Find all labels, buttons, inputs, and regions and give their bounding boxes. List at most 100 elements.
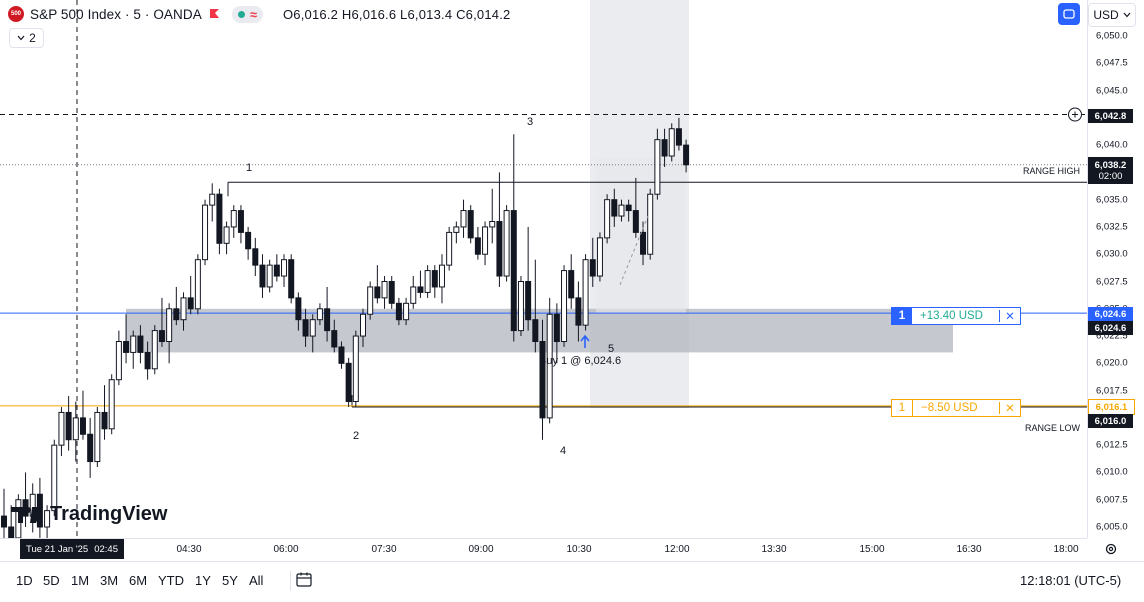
candle-body [309, 319, 316, 337]
candle-body [539, 341, 546, 419]
candle-body [194, 259, 201, 310]
candle-body [51, 444, 58, 512]
candle-body [683, 144, 690, 166]
candle-body [273, 264, 280, 277]
close-icon[interactable]: ✕ [1005, 403, 1015, 415]
candle-body [424, 270, 431, 293]
candle-body [187, 297, 194, 310]
candle-body [331, 330, 338, 348]
candle-body [115, 341, 122, 381]
candle-body [158, 330, 165, 343]
close-icon[interactable]: ✕ [1005, 311, 1015, 323]
candle-body [166, 308, 173, 343]
candlestick-chart[interactable] [0, 0, 1087, 538]
range-button-1d[interactable]: 1D [16, 573, 33, 588]
time-tick: 07:30 [371, 544, 397, 555]
candle-body [123, 341, 130, 353]
clock-timezone[interactable]: 12:18:01 (UTC-5) [1020, 573, 1122, 588]
time-axis[interactable]: Tue 21 Jan '25 02:45 04:30 06:00 07:30 0… [0, 538, 1087, 561]
indicators-count: 2 [29, 31, 36, 45]
price-tick: 6,045.0 [1096, 85, 1128, 97]
buy-execution-label: Buy 1 @ 6,024.6 [539, 355, 622, 367]
symbol-legend: 500 S&P 500 Index · 5 · OANDA ≈ O6,016.2… [8, 5, 510, 23]
candle-body [216, 193, 223, 244]
candle-body [561, 270, 568, 343]
candle-body [223, 226, 230, 244]
candle-body [374, 286, 381, 299]
candle-body [632, 210, 639, 233]
candle-body [417, 286, 424, 293]
candle-body [438, 264, 445, 288]
candle-body [525, 281, 532, 321]
time-tick: 12:00 [664, 544, 690, 555]
range-button-1y[interactable]: 1Y [195, 573, 211, 588]
range-button-all[interactable]: All [249, 573, 264, 588]
currency-select[interactable]: USD [1088, 3, 1136, 27]
candle-body [625, 204, 632, 212]
chart-settings-button[interactable] [1102, 540, 1120, 558]
pivot-label-4: 4 [560, 445, 567, 457]
pivot-label-3: 3 [527, 116, 534, 128]
candle-body [352, 335, 359, 403]
take-profit-order[interactable]: 1 +13.40 USD ✕ [891, 307, 1021, 325]
range-button-5y[interactable]: 5Y [222, 573, 238, 588]
symbol-title[interactable]: S&P 500 Index · 5 · OANDA [30, 6, 202, 22]
range-button-5d[interactable]: 5D [43, 573, 60, 588]
candle-body [381, 281, 388, 299]
time-tick: 15:00 [859, 544, 885, 555]
fullscreen-button[interactable] [1058, 3, 1080, 25]
stop-loss-order[interactable]: 1 −8.50 USD ✕ [891, 399, 1021, 417]
chevron-down-icon [1123, 12, 1131, 18]
tp-pnl: +13.40 USD [912, 310, 1000, 322]
candle-body [647, 193, 654, 255]
wave-icon: ≈ [249, 6, 257, 22]
candle-body [137, 335, 144, 353]
candle-body [575, 297, 582, 326]
sl-price-tag: 6,016.1 [1088, 399, 1135, 415]
pivot-label-5: 5 [608, 343, 615, 355]
pivot-label-2: 2 [353, 430, 360, 442]
candle-body [496, 220, 503, 277]
market-status-pill[interactable]: ≈ [231, 5, 263, 23]
chart-pane[interactable]: 500 S&P 500 Index · 5 · OANDA ≈ O6,016.2… [0, 0, 1087, 538]
symbol-logo[interactable]: 500 [8, 6, 24, 22]
candle-body [209, 193, 216, 206]
range-button-ytd[interactable]: YTD [158, 573, 184, 588]
range-button-3m[interactable]: 3M [100, 573, 119, 588]
date-range-button[interactable] [290, 571, 317, 591]
candle-body [388, 281, 395, 304]
cursor-time: 02:45 [94, 543, 118, 555]
price-tick: 6,035.0 [1096, 194, 1128, 206]
flag-icon[interactable] [208, 8, 220, 20]
range-button-1m[interactable]: 1M [71, 573, 90, 588]
indicators-collapse-toggle[interactable]: 2 [9, 28, 44, 48]
candle-body [510, 210, 517, 332]
candle-body [503, 210, 510, 277]
calendar-icon [296, 572, 312, 587]
time-tick: 13:30 [761, 544, 787, 555]
price-axis[interactable]: USD 6,050.06,047.56,045.06,042.56,040.06… [1087, 0, 1144, 538]
candle-body [640, 231, 647, 255]
price-tick: 6,030.0 [1096, 248, 1128, 260]
price-tick: 6,020.0 [1096, 357, 1128, 369]
price-tick: 6,012.5 [1096, 439, 1128, 451]
candle-body [367, 286, 374, 315]
candle-body [675, 128, 682, 146]
last-price-value: 6,038.2 [1094, 159, 1127, 171]
candle-body [668, 128, 675, 157]
candle-body [58, 411, 65, 446]
candle-body [410, 286, 417, 304]
price-tick: 6,005.0 [1096, 521, 1128, 533]
watermark-text: TradingView [50, 503, 168, 525]
candle-body [8, 526, 15, 538]
candle-body [360, 313, 366, 337]
candle-body [618, 204, 625, 217]
candle-body [245, 231, 252, 250]
bottom-toolbar: 1D 5D 1M 3M 6M YTD 1Y 5Y All 12:18:01 (U… [0, 561, 1144, 602]
time-crosshair-label: Tue 21 Jan '25 02:45 [20, 539, 124, 559]
range-button-6m[interactable]: 6M [129, 573, 148, 588]
entry-price-tag: 6,024.6 [1088, 321, 1133, 335]
price-tick: 6,047.5 [1096, 57, 1128, 69]
time-tick: 09:00 [468, 544, 494, 555]
candle-body [568, 270, 575, 299]
